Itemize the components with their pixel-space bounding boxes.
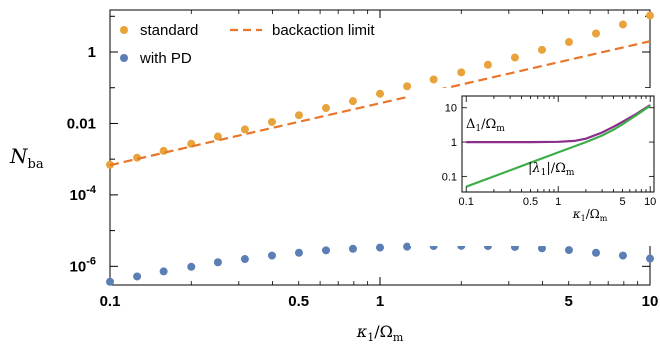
inset-x-axis-label: κ1/Ωm <box>572 207 608 223</box>
y-tick-base: 10 <box>70 258 87 275</box>
lambda-curve <box>465 104 651 188</box>
inset-x-tick-label: 1 <box>555 196 561 208</box>
legend: standard with PD backaction limit <box>120 22 375 67</box>
data-point <box>646 254 654 263</box>
data-point <box>240 255 249 264</box>
data-point <box>564 246 573 255</box>
data-point <box>159 146 168 155</box>
data-point <box>510 53 519 62</box>
data-point <box>403 242 412 251</box>
inset-x-tick-label: 5 <box>619 196 625 208</box>
data-point <box>294 248 303 257</box>
legend-marker-with-pd <box>120 54 128 62</box>
inset-x-tick-label: 10 <box>644 196 656 208</box>
data-point <box>159 267 168 276</box>
x-axis-label: κ1/Ωm <box>356 322 404 344</box>
y-tick-exponent: -4 <box>86 184 97 196</box>
data-point <box>106 277 114 286</box>
data-point <box>133 153 142 162</box>
data-point <box>348 244 357 253</box>
data-point <box>592 248 601 257</box>
data-point <box>646 11 654 20</box>
data-point <box>618 251 627 260</box>
legend-label-with-pd: with PD <box>139 50 192 67</box>
data-point <box>376 243 384 252</box>
delta-curve-label: Δ1/Ωm <box>466 117 505 134</box>
data-point <box>429 75 438 84</box>
data-point <box>483 60 492 69</box>
data-point <box>240 125 249 134</box>
y-axis-label: Nba <box>9 144 44 172</box>
data-point <box>457 68 466 77</box>
y-tick-label: 1 <box>88 44 96 61</box>
inset-plot: 0.1 0.5 1 5 10 0.1 1 10 Δ1/Ωm |λ1|/Ωm κ1/Ωm <box>410 88 658 246</box>
data-point <box>537 244 546 253</box>
data-point <box>294 111 303 120</box>
series-backaction-limit <box>109 40 651 167</box>
lambda-curve-label: |λ1|/Ωm <box>528 161 575 178</box>
series-standard <box>106 11 654 169</box>
inset-y-tick-label: 1 <box>451 137 457 149</box>
legend-label-backaction: backaction limit <box>272 22 375 39</box>
y-tick-base: 10 <box>70 187 87 204</box>
y-tick-label: 10-6 <box>70 255 96 275</box>
y-tick-label: 0.01 <box>67 115 96 132</box>
data-point <box>213 132 222 141</box>
legend-label-standard: standard <box>140 22 198 39</box>
data-point <box>322 246 331 255</box>
inset-x-tick-label: 0.5 <box>523 196 538 208</box>
inset-y-tick-label: 10 <box>445 103 457 115</box>
inset-y-tick-label: 0.1 <box>442 171 457 183</box>
data-point <box>322 104 331 113</box>
data-point <box>537 45 546 54</box>
data-point <box>213 258 222 267</box>
backaction-limit-line <box>109 40 651 167</box>
x-tick-label: 5 <box>565 293 573 310</box>
inset-x-tick-label: 0.1 <box>459 196 474 208</box>
data-point <box>403 82 412 91</box>
data-point <box>348 97 357 106</box>
x-tick-label: 0.1 <box>100 293 121 310</box>
data-point <box>187 262 196 271</box>
y-tick-label: 10-4 <box>70 184 97 204</box>
data-point <box>133 272 142 281</box>
x-tick-label: 1 <box>376 293 384 310</box>
x-tick-label: 0.5 <box>288 293 309 310</box>
data-point <box>592 29 601 38</box>
inset-background <box>410 88 658 246</box>
data-point <box>267 251 276 260</box>
x-tick-label: 10 <box>642 293 659 310</box>
y-tick-exponent: -6 <box>86 255 96 267</box>
data-point <box>376 89 384 98</box>
series-with-pd <box>106 241 654 286</box>
data-point <box>564 38 573 47</box>
data-point <box>618 20 627 29</box>
legend-marker-standard <box>120 26 128 34</box>
data-point <box>267 117 276 126</box>
delta-curve <box>466 104 651 144</box>
